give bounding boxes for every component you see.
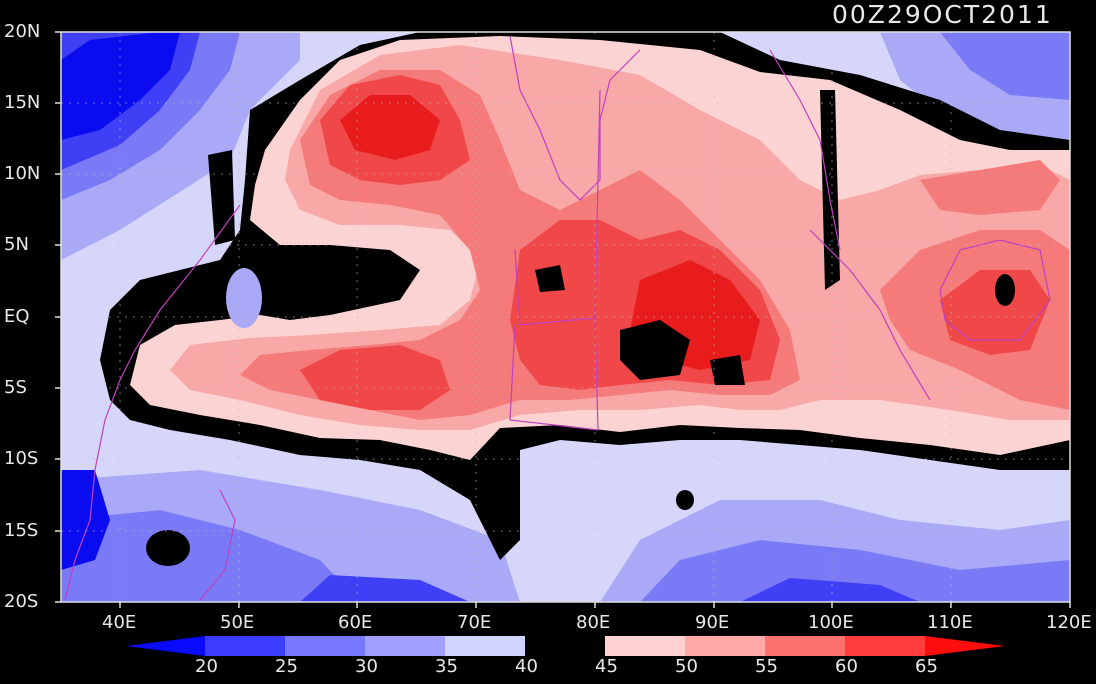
field-black-patch-center xyxy=(250,245,420,310)
box-overlay xyxy=(509,89,601,431)
coast-sumatra xyxy=(809,229,931,401)
y-tick-label: 10S xyxy=(4,448,39,469)
colorbar-label: 55 xyxy=(755,656,778,677)
field-mid-blue-sw xyxy=(61,510,360,602)
field-blue-south xyxy=(300,575,470,602)
colorbar-label: 65 xyxy=(915,656,938,677)
colorbar-label: 20 xyxy=(195,656,218,677)
colorbar-swatch-5 xyxy=(525,636,605,656)
field-black-blob-6 xyxy=(146,530,190,566)
coast-indochina xyxy=(769,49,841,251)
field-black-blob-8 xyxy=(995,274,1015,306)
field-layer xyxy=(61,32,1070,602)
field-black-blob-3 xyxy=(535,265,565,292)
colorbar xyxy=(126,636,1005,656)
x-tick-label: 50E xyxy=(220,612,255,633)
colorbar-swatch-1 xyxy=(205,636,285,656)
colorbar-arrow-right xyxy=(925,636,1005,656)
x-tick-label: 40E xyxy=(102,612,137,633)
y-tick-label: EQ xyxy=(4,306,30,327)
coast-africa xyxy=(64,204,241,601)
grid-lines xyxy=(61,32,1070,602)
y-tick-label: 10N xyxy=(4,163,41,184)
colorbar-label: 50 xyxy=(675,656,698,677)
colorbar-swatch-9 xyxy=(845,636,925,656)
field-deep-red xyxy=(340,95,440,160)
colorbar-swatch-6 xyxy=(605,636,685,656)
timestamp-title: 00Z29OCT2011 xyxy=(832,0,1053,29)
field-blue-se xyxy=(740,578,920,602)
colorbar-label: 60 xyxy=(835,656,858,677)
colorbar-swatch-3 xyxy=(365,636,445,656)
y-tick-label: 5N xyxy=(4,234,29,255)
x-tick-label: 100E xyxy=(808,612,854,633)
field-red-sw xyxy=(300,345,450,410)
field-red-east xyxy=(940,270,1050,355)
y-tick-label: 5S xyxy=(4,377,27,398)
colorbar-swatch-4 xyxy=(445,636,525,656)
x-tick-label: 80E xyxy=(576,612,611,633)
y-tick-label: 20S xyxy=(4,591,39,612)
x-tick-label: 110E xyxy=(927,612,973,633)
x-tick-label: 90E xyxy=(695,612,730,633)
coast-madagascar xyxy=(199,489,236,601)
y-tick-label: 20N xyxy=(4,21,41,42)
x-tick-label: 60E xyxy=(338,612,373,633)
y-tick-label: 15N xyxy=(4,92,41,113)
field-deep-blue xyxy=(61,32,180,140)
y-tick-label: 15S xyxy=(4,520,39,541)
field-black-blob-1 xyxy=(620,320,690,380)
colorbar-label: 30 xyxy=(355,656,378,677)
coast-borneo xyxy=(939,239,1051,341)
field-mid-blue-se xyxy=(640,540,1070,602)
colorbar-label: 40 xyxy=(515,656,538,677)
x-tick-label: 70E xyxy=(457,612,492,633)
field-mid-red-ne xyxy=(920,160,1060,215)
colorbar-label: 45 xyxy=(595,656,618,677)
x-tick-label: 120E xyxy=(1046,612,1092,633)
colorbar-swatch-8 xyxy=(765,636,845,656)
field-deep-blue-sw xyxy=(61,470,110,570)
colorbar-label: 35 xyxy=(435,656,458,677)
coastlines xyxy=(64,35,1051,601)
field-mid-blue-ne xyxy=(940,32,1070,100)
field-black-blob-7 xyxy=(676,490,694,510)
colorbar-swatch-7 xyxy=(685,636,765,656)
colorbar-swatch-2 xyxy=(285,636,365,656)
colorbar-label: 25 xyxy=(275,656,298,677)
field-black-blob-2 xyxy=(710,355,745,385)
colorbar-arrow-left xyxy=(126,636,205,656)
field-light-blue-island xyxy=(226,268,262,328)
field-black-blob-5 xyxy=(820,90,840,290)
tick-marks xyxy=(55,31,1071,608)
